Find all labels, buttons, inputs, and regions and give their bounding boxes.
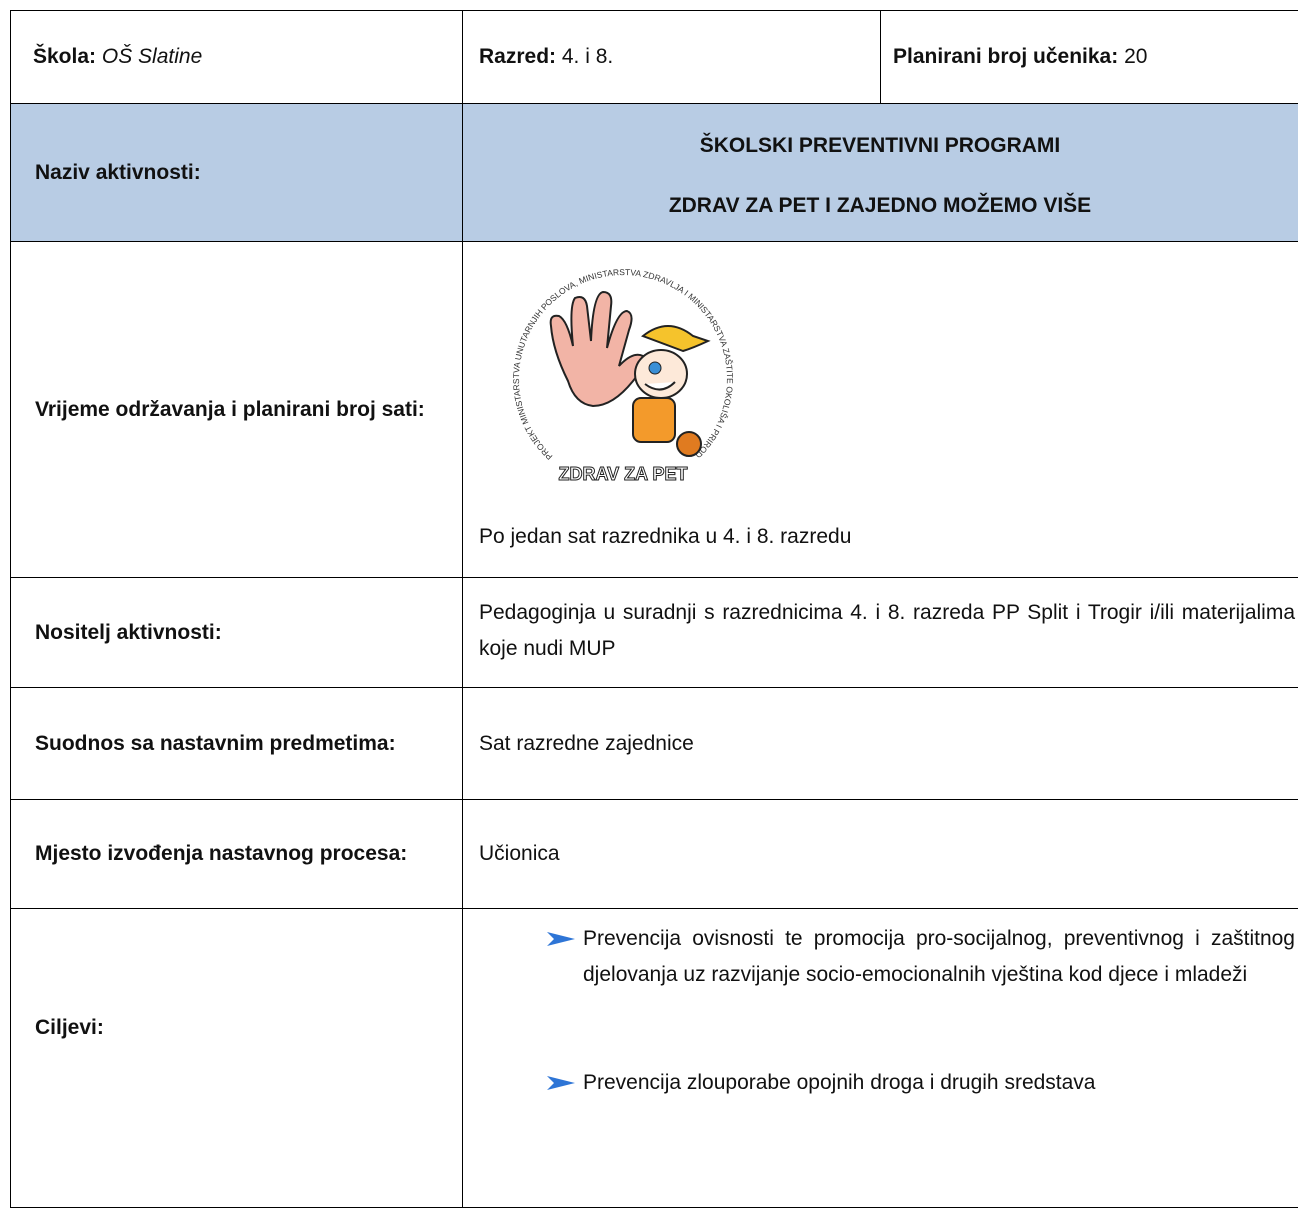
holder-value: Pedagoginja u suradnji s razrednicima 4.… (479, 601, 1295, 660)
place-value: Učionica (479, 842, 560, 865)
goal-text: Prevencija zlouporabe opojnih droga i dr… (583, 1071, 1096, 1094)
goal-item: Prevencija ovisnosti te promocija pro-so… (547, 921, 1295, 993)
students-value: 20 (1124, 45, 1148, 68)
school-cell: Škola: OŠ Slatine (10, 10, 463, 104)
grade-label: Razred: (479, 45, 557, 68)
holder-label-cell: Nositelj aktivnosti: (10, 577, 463, 688)
time-label-cell: Vrijeme održavanja i planirani broj sati… (10, 241, 463, 578)
goals-label-cell: Ciljevi: (10, 908, 463, 1208)
students-cell: Planirani broj učenika: 20 (880, 10, 1298, 104)
document: Škola: OŠ Slatine Razred: 4. i 8. Planir… (10, 10, 1298, 1208)
holder-label: Nositelj aktivnosti: (35, 620, 222, 644)
school-value: OŠ Slatine (101, 45, 203, 68)
place-label: Mjesto izvođenja nastavnog procesa: (35, 842, 408, 865)
place-value-cell: Učionica (462, 799, 1298, 909)
bullet-arrow (547, 932, 575, 946)
goals-value-cell: Prevencija ovisnosti te promocija pro-so… (462, 908, 1298, 1208)
time-label: Vrijeme održavanja i planirani broj sati… (35, 397, 425, 421)
time-value-cell: PROJEKT MINISTARSTVA UNUTARNJIH POSLOVA,… (462, 241, 1298, 578)
activity-title: ZDRAV ZA PET I ZAJEDNO MOŽEMO VIŠE (668, 194, 1092, 217)
grade: Razred: 4. i 8. (479, 39, 876, 75)
activity-label: Naziv aktivnosti: (35, 160, 201, 184)
activity-label-cell: Naziv aktivnosti: (10, 103, 463, 242)
goal-text: Prevencija ovisnosti te promocija pro-so… (583, 927, 1295, 986)
subjects-label-cell: Suodnos sa nastavnim predmetima: (10, 687, 463, 800)
grade-value: 4. i 8. (561, 45, 614, 68)
place-label-cell: Mjesto izvođenja nastavnog procesa: (10, 799, 463, 909)
subjects-label: Suodnos sa nastavnim predmetima: (35, 731, 396, 755)
bullet-arrow (547, 1076, 575, 1090)
goals-label: Ciljevi: (35, 1016, 104, 1039)
school: Škola: OŠ Slatine (33, 39, 458, 75)
page: Školski preventivni programi { "header":… (10, 10, 1298, 1208)
school-label: Škola: (33, 45, 97, 68)
time-value: Po jedan sat razrednika u 4. i 8. razred… (479, 525, 852, 548)
students: Planirani broj učenika: 20 (893, 39, 1298, 75)
holder-value-cell: Pedagoginja u suradnji s razrednicima 4.… (462, 577, 1298, 688)
logo-name: ZDRAV ZA PET (559, 464, 688, 484)
subjects-value: Sat razredne zajednice (479, 731, 694, 755)
activity-title-cell: ŠKOLSKI PREVENTIVNI PROGRAMI ZDRAV ZA PE… (462, 103, 1298, 242)
logo: PROJEKT MINISTARSTVA UNUTARNJIH POSLOVA,… (493, 256, 735, 485)
subjects-value-cell: Sat razredne zajednice (462, 687, 1298, 800)
goal-item: Prevencija zlouporabe opojnih droga i dr… (547, 1065, 1295, 1101)
grade-cell: Razred: 4. i 8. (462, 10, 881, 104)
activity-title: ŠKOLSKI PREVENTIVNI PROGRAMI (699, 134, 1061, 157)
students-label: Planirani broj učenika: (893, 45, 1119, 68)
